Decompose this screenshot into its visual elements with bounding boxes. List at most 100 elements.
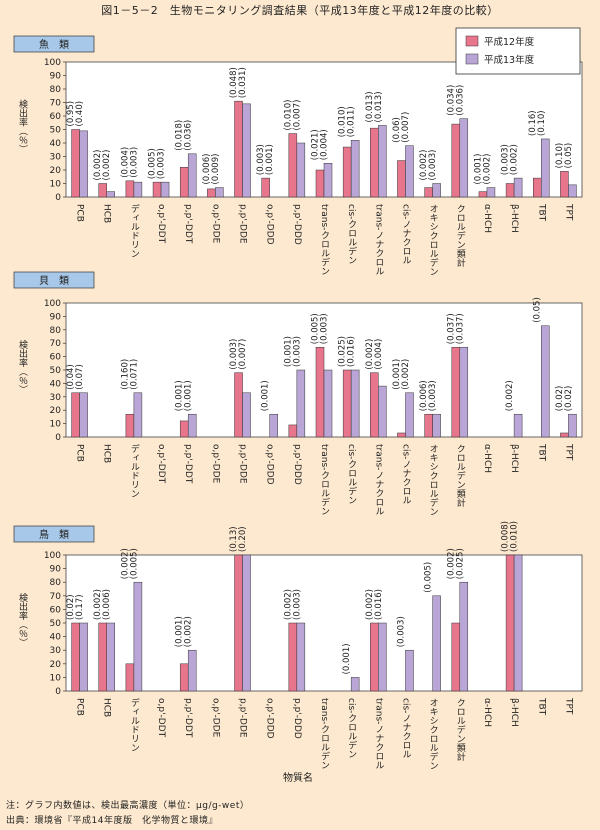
bar-h12-c11 [370, 127, 379, 198]
bar-h13-c13 [432, 595, 441, 692]
x-tick-label: o,p'-DDE [210, 698, 220, 738]
data-label-c17: (0.10) [537, 110, 547, 136]
y-tick-label: 70 [50, 99, 62, 109]
y-axis-label: 検出率（％） [17, 339, 28, 394]
data-label-c14: (0.034) [446, 85, 456, 116]
y-tick-label: 50 [50, 366, 62, 376]
x-tick-label: TBT [536, 443, 546, 462]
data-label-c4: (0.001) [184, 380, 194, 411]
y-tick-label: 80 [50, 578, 62, 588]
data-label-c14: (0.037) [446, 313, 456, 344]
x-tick-label: β-HCH [509, 204, 519, 233]
legend-swatch [465, 35, 479, 47]
bar-h12-c11 [370, 622, 379, 692]
x-tick-label: β-HCH [509, 698, 519, 727]
bar-h12-c0 [71, 392, 80, 438]
x-tick-label: trans-ノナクロル [373, 204, 384, 275]
bar-h13-c11 [378, 385, 387, 438]
data-label-c18: (0.10) [555, 143, 565, 169]
bar-h12-c2 [125, 663, 135, 692]
data-label-c11: (0.002) [365, 589, 375, 620]
bar-h12-c14 [451, 346, 461, 438]
bar-h12-c1 [98, 622, 107, 692]
y-tick-label: 20 [50, 166, 62, 176]
bar-h13-c16 [513, 554, 523, 692]
bar-h13-c18 [568, 184, 577, 198]
bar-h12-c18 [560, 171, 569, 198]
y-tick-label: 100 [44, 299, 61, 309]
y-tick-label: 80 [50, 326, 62, 336]
data-label-c13: (0.006) [419, 380, 429, 411]
legend-label: 平成13年度 [484, 54, 535, 66]
data-label-c6: (0.003) [229, 339, 239, 370]
bar-h13-c12 [405, 392, 414, 438]
page-title: 図1－5－2 生物モニタリング調査結果（平成13年度と平成12年度の比較） [101, 4, 499, 17]
data-label-c18: (0.05) [564, 143, 574, 169]
data-label-c6: (0.007) [238, 339, 248, 370]
bar-h13-c6 [242, 554, 251, 692]
data-label-c2: (0.003) [129, 147, 139, 178]
bar-h13-c2 [133, 581, 143, 692]
x-tick-label: クロルデン類計 [455, 204, 466, 268]
x-tick-label: オキシクロルデン [428, 698, 439, 770]
y-tick-label: 10 [50, 420, 62, 430]
data-label-c4: (0.002) [184, 616, 194, 647]
data-label-c17: (0.16) [528, 110, 538, 136]
bar-h13-c13 [432, 183, 441, 198]
bar-h13-c2 [133, 181, 143, 198]
data-label-c12: (0.001) [392, 359, 402, 390]
data-label-c11: (0.016) [374, 589, 384, 620]
data-label-c9: (0.003) [320, 313, 330, 344]
bar-h12-c17 [533, 177, 542, 198]
x-tick-label: trans-ノナクロル [373, 444, 384, 515]
y-tick-label: 20 [50, 406, 62, 416]
data-label-c6: (0.13) [229, 526, 239, 552]
bar-h13-c9 [323, 369, 333, 438]
data-label-c0: (0.40) [75, 101, 85, 127]
x-tick-label: o,p'-DDT [156, 444, 166, 484]
data-label-c8: (0.003) [292, 336, 302, 367]
data-label-c1: (0.002) [93, 150, 103, 181]
data-label-c4: (0.001) [175, 380, 185, 411]
data-label-c8: (0.001) [283, 336, 293, 367]
bar-h13-c1 [106, 191, 115, 198]
bar-h13-c8 [296, 369, 306, 438]
x-tick-label: p,p'-DDE [238, 444, 248, 484]
bar-h13-c2 [133, 392, 143, 438]
plot-area [65, 554, 583, 692]
bar-h12-c4 [179, 663, 189, 692]
bar-h13-c15 [486, 187, 496, 198]
data-label-c12: (0.007) [401, 112, 411, 143]
bar-h12-c6 [234, 554, 243, 692]
bar-h12-c3 [152, 181, 162, 198]
bar-h13-c11 [378, 125, 387, 198]
bar-h13-c13 [432, 413, 441, 438]
x-tick-label: o,p'-DDD [265, 698, 275, 739]
data-label-c0: (0.07) [75, 364, 85, 390]
source-note: 出典：環境省『平成14年度版 化学物質と環境』 [6, 816, 218, 826]
bar-h12-c10 [342, 146, 352, 198]
bar-h13-c4 [187, 649, 197, 692]
bar-h13-c6 [242, 392, 251, 438]
data-label-c17: (0.05) [532, 297, 542, 323]
bar-h12-c12 [397, 160, 406, 198]
data-label-c14: (0.002) [446, 548, 456, 579]
panel-title: 貝 類 [39, 275, 69, 287]
data-label-c3: (0.005) [148, 148, 158, 179]
x-tick-label: α-HCH [482, 698, 492, 727]
data-label-c2: (0.002) [120, 548, 130, 579]
bar-h12-c2 [125, 413, 135, 438]
x-tick-label: trans-クロルデン [319, 698, 330, 769]
legend-swatch [465, 53, 479, 65]
x-tick-label: cis-クロルデン [346, 444, 357, 504]
bar-h12-c16 [505, 183, 515, 198]
x-tick-label: trans-ノナクロル [373, 698, 384, 769]
data-label-c0: (0.17) [75, 594, 85, 620]
data-label-c7: (0.001) [261, 380, 271, 411]
bar-h13-c11 [378, 622, 387, 692]
bar-h12-c8 [288, 622, 298, 692]
data-label-c2: (0.004) [120, 147, 130, 178]
bar-h12-c4 [179, 420, 189, 438]
data-label-c7: (0.003) [256, 144, 266, 175]
x-tick-label: p,p'-DDE [238, 204, 248, 244]
